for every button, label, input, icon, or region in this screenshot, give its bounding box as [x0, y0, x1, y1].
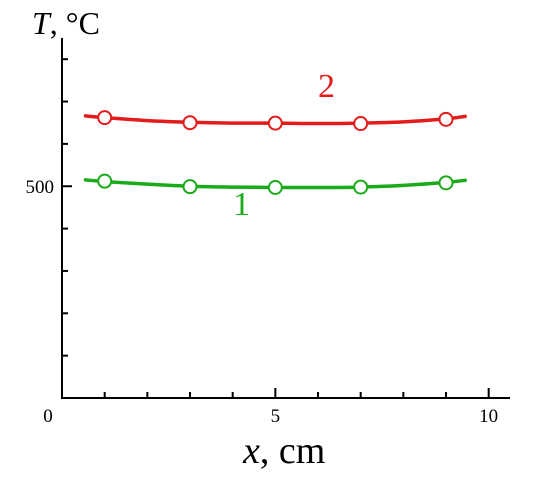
series-2-point [182, 115, 198, 131]
chart-series-layer [83, 110, 467, 196]
series-1-point [438, 175, 454, 191]
series-1-point [353, 179, 369, 195]
x-tick-label: 5 [271, 406, 281, 427]
series-1-point [97, 173, 113, 189]
x-axis-label-unit: , cm [260, 430, 325, 472]
series-2-point [353, 116, 369, 132]
x-axis-label: x, cm [242, 430, 325, 472]
x-tick-label: 10 [479, 406, 498, 427]
series-label-2: 2 [318, 68, 335, 105]
x-axis-label-variable: x [242, 430, 260, 472]
x-tick-label: 0 [43, 406, 53, 427]
series-2-point [97, 110, 113, 126]
series-1-point [182, 179, 198, 195]
y-axis-label: T, °C [32, 5, 100, 41]
series-2-point [438, 111, 454, 127]
series-1-point [267, 180, 283, 196]
series-label-1: 1 [233, 186, 250, 223]
y-axis-label-unit: , °C [50, 5, 100, 41]
series-2-point [267, 115, 283, 131]
chart-axes: 0 5 10 500 [26, 38, 510, 427]
y-axis-label-variable: T [32, 5, 52, 41]
y-tick-label: 500 [26, 177, 55, 198]
